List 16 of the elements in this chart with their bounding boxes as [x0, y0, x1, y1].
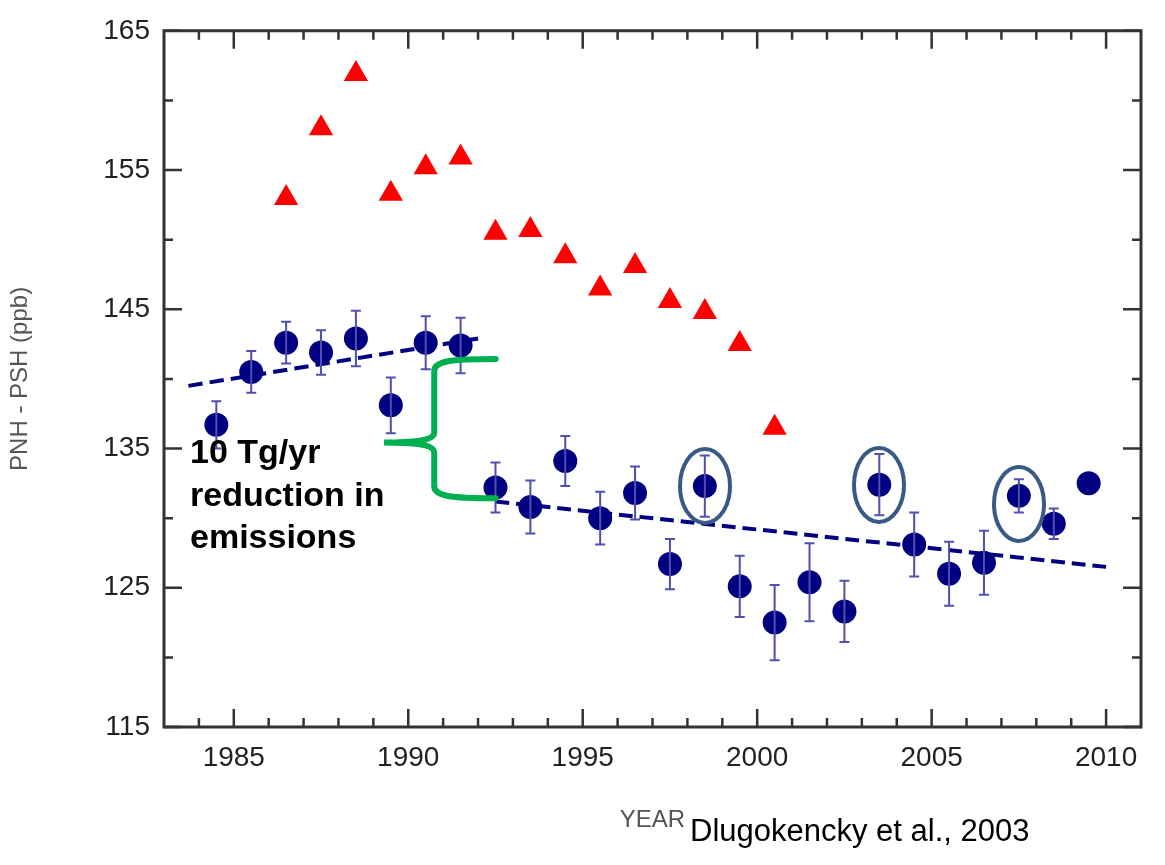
- x-tick-label: 1995: [551, 740, 614, 772]
- y-tick-label: 135: [103, 431, 150, 463]
- y-tick-label: 145: [103, 292, 150, 323]
- annotation: 10 Tg/yr reduction in emissions: [190, 431, 386, 557]
- y-tick-label: 165: [103, 13, 150, 45]
- x-tick-label: 2000: [726, 740, 789, 772]
- text: Dlugokencky et al., 2003: [690, 812, 1031, 850]
- x-axis-title: YEAR: [619, 805, 686, 833]
- y-tick-label: 155: [103, 152, 150, 184]
- y-tick-label: 115: [105, 709, 150, 741]
- x-tick-label: 1990: [377, 740, 440, 772]
- x-tick-label: 1985: [202, 740, 265, 772]
- x-tick-label: 2010: [1074, 740, 1138, 772]
- y-axis-title: PNH - PSH (ppb): [5, 286, 33, 471]
- x-tick-label: 2005: [900, 740, 963, 772]
- y-tick-label: 125: [103, 570, 150, 602]
